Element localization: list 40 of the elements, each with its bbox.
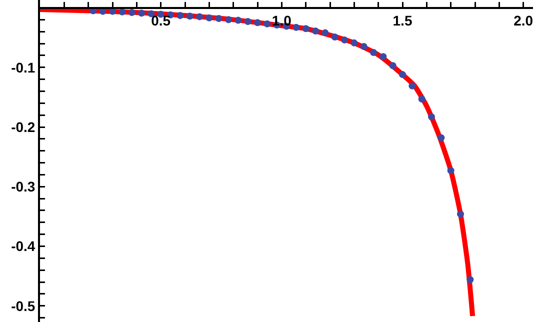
point (370, 48, 377, 56)
point (292, 24, 300, 31)
x-tick-label: 2.0 (514, 12, 534, 29)
y-tick-label: -0.5 (11, 298, 36, 314)
x-tick-label: 0.5 (151, 12, 171, 29)
y-tick-label: -0.2 (11, 118, 36, 135)
y-tick-label: -0.4 (11, 238, 36, 254)
point (389, 62, 396, 70)
point (457, 210, 464, 218)
point (408, 82, 416, 90)
point (428, 113, 435, 120)
y-tick-label: -0.3 (11, 178, 36, 195)
point (418, 95, 426, 102)
point (138, 10, 145, 17)
point (244, 18, 252, 25)
y-tick-label: -0.1 (11, 59, 36, 76)
point (118, 8, 126, 16)
point (350, 39, 358, 46)
point (254, 19, 261, 26)
point (186, 12, 194, 20)
point (206, 14, 213, 22)
point (302, 25, 310, 32)
point (176, 12, 184, 19)
point (225, 16, 232, 24)
point (466, 276, 474, 284)
point (331, 33, 338, 40)
point (264, 20, 271, 28)
point (341, 36, 348, 44)
point (322, 29, 329, 36)
point (399, 71, 406, 78)
point (215, 14, 222, 22)
point (196, 13, 203, 20)
point (234, 16, 242, 24)
point (438, 134, 445, 142)
x-tick-label: 1.5 (392, 12, 412, 29)
point (380, 53, 387, 60)
point (360, 43, 368, 50)
point (312, 28, 319, 35)
point (447, 167, 454, 174)
point (128, 9, 136, 16)
